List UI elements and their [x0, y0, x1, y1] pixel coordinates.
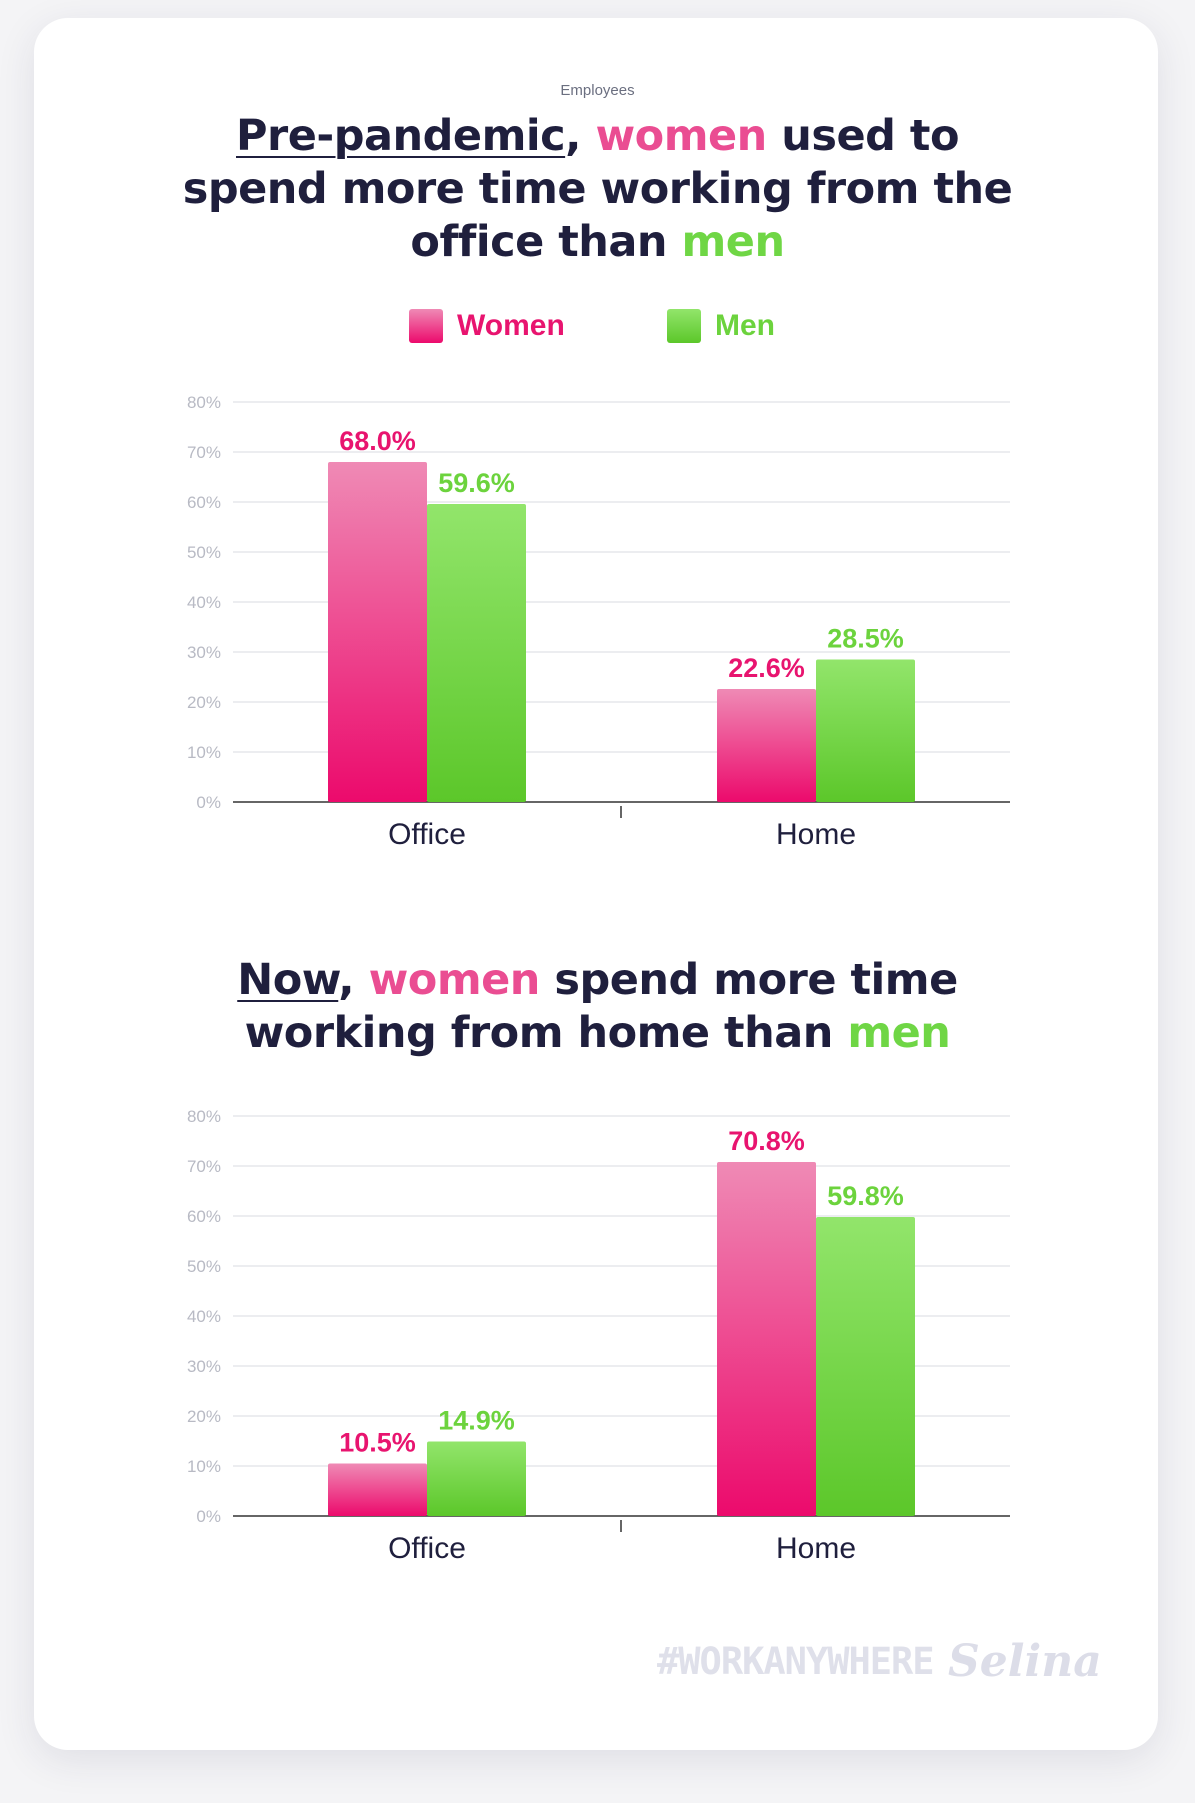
- y-tick-label: 30%: [187, 1357, 221, 1376]
- bar-men: [816, 1217, 915, 1516]
- headline-1-lead: Pre-pandemic: [236, 111, 566, 161]
- x-category-label: Home: [776, 818, 856, 851]
- eyebrow-label: Employees: [560, 82, 635, 99]
- legend-item-women: Women: [409, 306, 565, 346]
- y-tick-label: 70%: [187, 1157, 221, 1176]
- headline-pre-pandemic: Pre-pandemic, women used to spend more t…: [0, 110, 1195, 269]
- y-tick-label: 80%: [187, 393, 221, 412]
- y-tick-label: 0%: [196, 1507, 221, 1526]
- legend-item-men: Men: [667, 306, 775, 346]
- y-tick-label: 20%: [187, 693, 221, 712]
- legend-swatch-women: [409, 309, 443, 343]
- y-tick-label: 40%: [187, 593, 221, 612]
- data-label-men: 59.8%: [827, 1181, 904, 1211]
- bar-men: [816, 659, 915, 802]
- data-label-women: 22.6%: [728, 653, 805, 683]
- y-tick-label: 40%: [187, 1307, 221, 1326]
- data-label-men: 28.5%: [827, 624, 904, 654]
- legend-label-men: Men: [715, 309, 775, 342]
- chart-legend: Women Men: [0, 306, 1195, 346]
- bar-women: [328, 462, 427, 802]
- y-tick-label: 0%: [196, 793, 221, 812]
- headline-2-lead: Now: [237, 955, 339, 1005]
- data-label-women: 10.5%: [339, 1428, 416, 1458]
- infographic-card: [34, 18, 1158, 1750]
- headline-1-men: men: [681, 217, 786, 267]
- chart-pre-pandemic: 0% 10% 20% 30% 40% 50% 60% 70% 80% Office 68.0% 59.…: [0, 380, 1195, 860]
- bar-women: [717, 1162, 816, 1516]
- data-label-women: 68.0%: [339, 426, 416, 456]
- headline-now: Now, women spend more time working from …: [0, 954, 1195, 1060]
- bar-men: [427, 504, 526, 802]
- x-category-label: Office: [388, 1532, 466, 1565]
- headline-2-women: women: [368, 955, 541, 1005]
- y-tick-label: 30%: [187, 643, 221, 662]
- y-tick-label: 50%: [187, 1257, 221, 1276]
- data-label-women: 70.8%: [728, 1126, 805, 1156]
- legend-swatch-men: [667, 309, 701, 343]
- chart-now: 0% 10% 20% 30% 40% 50% 60% 70% 80% Office 10.5% 14.…: [0, 1094, 1195, 1574]
- x-category-label: Office: [388, 818, 466, 851]
- headline-1-rest: used to: [766, 111, 959, 161]
- y-tick-label: 50%: [187, 543, 221, 562]
- headline-2-comma: ,: [338, 955, 369, 1005]
- y-tick-label: 10%: [187, 743, 221, 762]
- y-tick-label: 70%: [187, 443, 221, 462]
- headline-1-women: women: [595, 111, 767, 161]
- hashtag-workanywhere: #WORKANYWHERE: [657, 1640, 935, 1683]
- headline-2-rest: spend more time: [539, 955, 958, 1005]
- x-category-label: Home: [776, 1532, 856, 1565]
- headline-2-line2: working from home than: [244, 1008, 848, 1058]
- selina-logo: Selina: [948, 1636, 1102, 1687]
- legend-label-women: Women: [457, 309, 565, 342]
- headline-2-men: men: [847, 1008, 951, 1058]
- chart-pre-pandemic-svg: 0% 10% 20% 30% 40% 50% 60% 70% 80% Office 68.0% 59.…: [187, 393, 1010, 851]
- headline-1-line2: spend more time working from the: [182, 164, 1013, 214]
- y-tick-label: 80%: [187, 1107, 221, 1126]
- headline-1-line3: office than: [410, 217, 682, 267]
- headline-1-comma: ,: [565, 111, 596, 161]
- data-label-men: 14.9%: [438, 1406, 515, 1436]
- y-tick-label: 10%: [187, 1457, 221, 1476]
- y-tick-label: 20%: [187, 1407, 221, 1426]
- bar-men: [427, 1441, 526, 1516]
- y-tick-label: 60%: [187, 493, 221, 512]
- bar-women: [328, 1463, 427, 1516]
- chart-now-svg: 0% 10% 20% 30% 40% 50% 60% 70% 80% Office 10.5% 14.…: [187, 1107, 1010, 1565]
- data-label-men: 59.6%: [438, 468, 515, 498]
- y-tick-label: 60%: [187, 1207, 221, 1226]
- bar-women: [717, 689, 816, 802]
